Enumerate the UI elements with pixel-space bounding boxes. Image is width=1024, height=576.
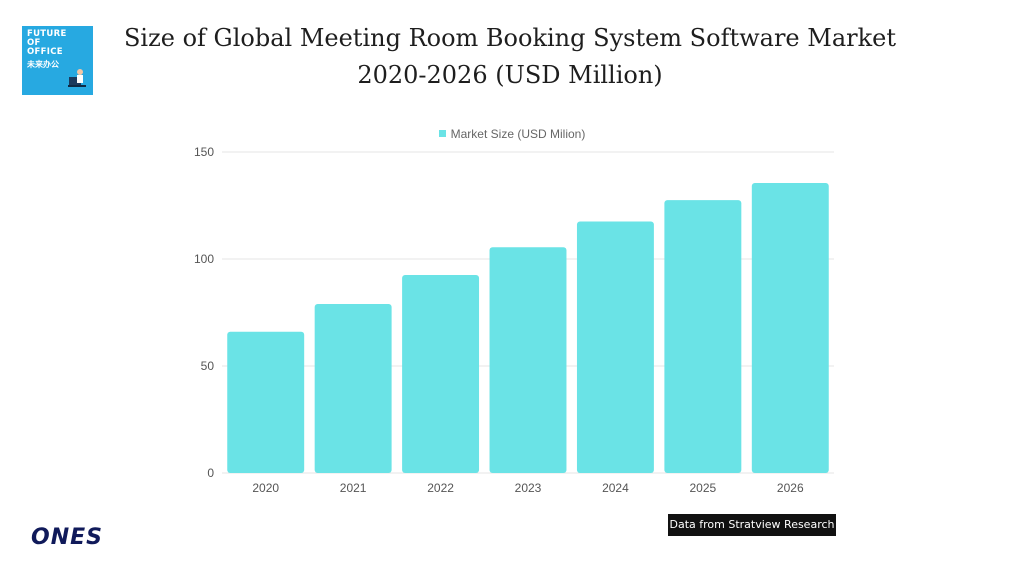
y-tick-label: 50 bbox=[201, 359, 215, 373]
office-worker-icon bbox=[68, 69, 86, 87]
chart-title: Size of Global Meeting Room Booking Syst… bbox=[120, 20, 900, 94]
x-tick-label: 2021 bbox=[340, 481, 367, 495]
bar bbox=[314, 303, 392, 473]
bar bbox=[227, 331, 305, 473]
bar bbox=[489, 247, 567, 473]
y-tick-label: 0 bbox=[207, 466, 214, 480]
x-tick-label: 2022 bbox=[427, 481, 454, 495]
logo-line-3: OFFICE bbox=[27, 47, 63, 57]
logo-line-4: 未来办公 bbox=[27, 60, 59, 69]
bars bbox=[227, 183, 829, 473]
x-tick-label: 2024 bbox=[602, 481, 629, 495]
logo-line-1: FUTURE bbox=[27, 29, 67, 39]
chart-title-line-2: 2020-2026 (USD Million) bbox=[357, 61, 663, 89]
y-tick-label: 100 bbox=[194, 252, 214, 266]
bar bbox=[576, 221, 654, 473]
x-tick-label: 2025 bbox=[690, 481, 717, 495]
x-tick-labels: 2020 2021 2022 2023 2024 2025 2026 bbox=[252, 481, 804, 495]
legend: Market Size (USD Milion) bbox=[0, 127, 1024, 141]
legend-label: Market Size (USD Milion) bbox=[450, 127, 586, 141]
y-tick-labels: 0 50 100 150 bbox=[194, 145, 214, 480]
logo-line-2: OF bbox=[27, 38, 41, 48]
ones-brand-logo: ONES bbox=[31, 525, 103, 550]
legend-swatch bbox=[438, 130, 446, 137]
bar bbox=[751, 183, 829, 473]
bar bbox=[402, 275, 480, 473]
y-tick-label: 150 bbox=[194, 145, 214, 159]
bar bbox=[664, 200, 742, 473]
x-tick-label: 2026 bbox=[777, 481, 804, 495]
x-tick-label: 2020 bbox=[252, 481, 279, 495]
future-of-office-logo: FUTURE OF OFFICE 未来办公 bbox=[22, 26, 93, 95]
source-note: Data from Stratview Research bbox=[668, 514, 836, 536]
chart-title-line-1: Size of Global Meeting Room Booking Syst… bbox=[123, 24, 896, 52]
x-tick-label: 2023 bbox=[515, 481, 542, 495]
